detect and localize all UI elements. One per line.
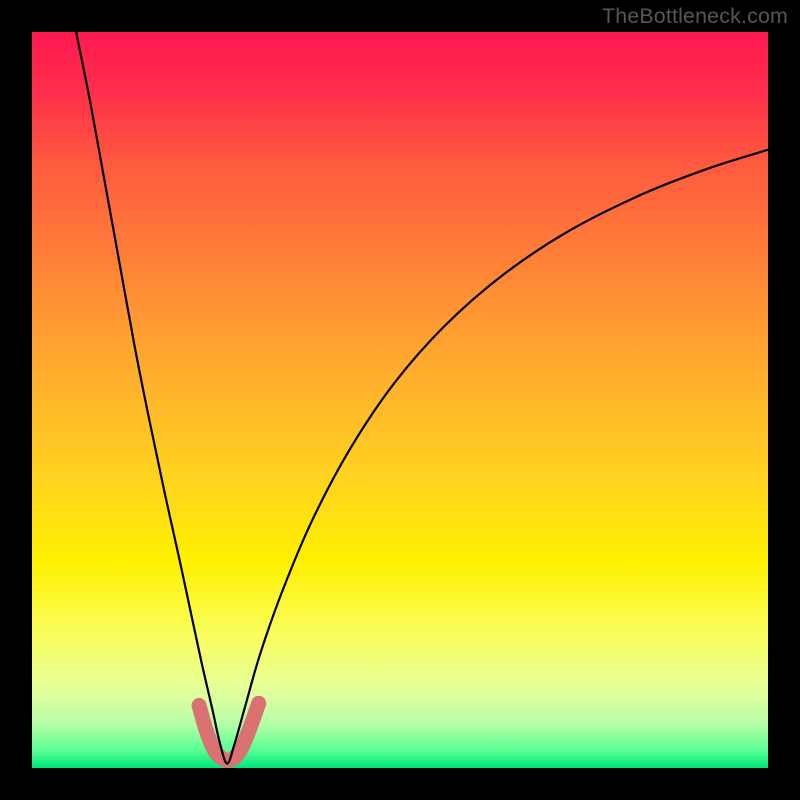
chart-root: TheBottleneck.com	[0, 0, 800, 800]
plot-background	[32, 32, 768, 768]
bottleneck-chart	[0, 0, 800, 800]
